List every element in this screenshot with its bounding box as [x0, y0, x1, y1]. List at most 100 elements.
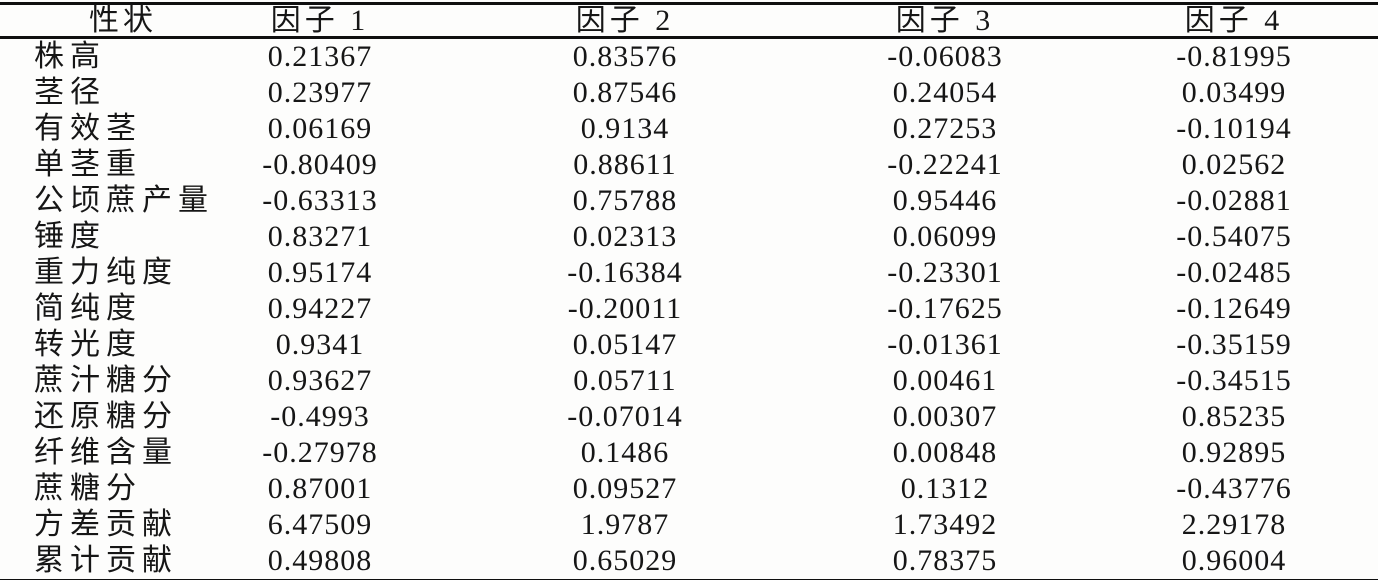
row-label: 蔗汁糖分	[34, 364, 178, 397]
value-cell-factor3: 1.73492	[892, 508, 998, 541]
value-cell-factor2: 0.09527	[572, 472, 678, 505]
row-label: 茎径	[34, 76, 106, 109]
table-row: 蔗汁糖分 0.93627 0.05711 0.00461 -0.34515	[0, 363, 1378, 399]
value-cell-factor4: -0.10194	[1176, 112, 1292, 145]
value-cell-factor4: -0.02881	[1176, 184, 1292, 217]
header-row: 性状 因子 1 因子 2 因子 3 因子 4	[0, 3, 1378, 39]
value-cell-factor2: 0.65029	[572, 544, 678, 577]
value-cell-factor2: 0.02313	[572, 220, 678, 253]
value-cell-factor1: 0.87001	[267, 472, 373, 505]
value-cell-factor1: 0.49808	[267, 544, 373, 577]
value-cell-factor4: -0.35159	[1176, 328, 1292, 361]
value-cell-factor2: 0.87546	[572, 76, 678, 109]
row-label: 公顷蔗产量	[34, 184, 214, 217]
row-label: 有效茎	[34, 112, 142, 145]
value-cell-factor1: 0.95174	[267, 256, 373, 289]
value-cell-factor1: -0.27978	[262, 436, 378, 469]
value-cell-factor1: 0.9341	[275, 328, 365, 361]
table-row: 茎径 0.23977 0.87546 0.24054 0.03499	[0, 75, 1378, 111]
row-label: 单茎重	[34, 148, 142, 181]
value-cell-factor1: 0.94227	[267, 292, 373, 325]
table-body: 株高 0.21367 0.83576 -0.06083 -0.81995 茎径 0.2397…	[0, 38, 1378, 580]
table-row: 方差贡献 6.47509 1.9787 1.73492 2.29178	[0, 507, 1378, 543]
value-cell-factor4: 0.85235	[1181, 400, 1287, 433]
value-cell-factor2: -0.07014	[567, 400, 683, 433]
value-cell-factor3: 0.95446	[892, 184, 998, 217]
table-row: 简纯度 0.94227 -0.20011 -0.17625 -0.12649	[0, 291, 1378, 327]
value-cell-factor2: 0.83576	[572, 40, 678, 73]
table-row: 株高 0.21367 0.83576 -0.06083 -0.81995	[0, 38, 1378, 76]
row-label: 蔗糖分	[34, 472, 142, 505]
value-cell-factor2: 1.9787	[580, 508, 670, 541]
table-row: 累计贡献 0.49808 0.65029 0.78375 0.96004	[0, 543, 1378, 580]
column-header-factor2: 因子 2	[450, 3, 800, 39]
column-header-factor3: 因子 3	[800, 3, 1090, 39]
value-cell-factor4: -0.12649	[1176, 292, 1292, 325]
value-cell-factor2: -0.20011	[567, 292, 683, 325]
value-cell-factor1: -0.4993	[270, 400, 370, 433]
table-row: 转光度 0.9341 0.05147 -0.01361 -0.35159	[0, 327, 1378, 363]
value-cell-factor3: 0.06099	[892, 220, 998, 253]
value-cell-factor2: 0.05711	[573, 364, 677, 397]
value-cell-factor2: 0.05147	[572, 328, 678, 361]
row-label: 简纯度	[34, 292, 142, 325]
row-label: 转光度	[34, 328, 142, 361]
value-cell-factor1: 0.21367	[267, 40, 373, 73]
value-cell-factor3: 0.00848	[892, 436, 998, 469]
value-cell-factor2: 0.75788	[572, 184, 678, 217]
value-cell-factor4: -0.54075	[1176, 220, 1292, 253]
value-cell-factor1: 6.47509	[267, 508, 373, 541]
value-cell-factor3: 0.27253	[892, 112, 998, 145]
row-label: 累计贡献	[34, 544, 178, 577]
table-row: 纤维含量 -0.27978 0.1486 0.00848 0.92895	[0, 435, 1378, 471]
value-cell-factor3: 0.24054	[892, 76, 998, 109]
value-cell-factor1: -0.63313	[262, 184, 378, 217]
value-cell-factor3: 0.1312	[900, 472, 990, 505]
value-cell-factor4: -0.43776	[1176, 472, 1292, 505]
value-cell-factor4: 0.02562	[1181, 148, 1287, 181]
value-cell-factor4: -0.81995	[1176, 40, 1292, 73]
row-label: 锤度	[34, 220, 106, 253]
column-header-factor1: 因子 1	[190, 3, 450, 39]
value-cell-factor4: 0.03499	[1181, 76, 1287, 109]
row-label: 株高	[34, 40, 106, 73]
value-cell-factor3: -0.22241	[887, 148, 1003, 181]
column-header-trait: 性状	[0, 3, 190, 39]
value-cell-factor1: 0.06169	[267, 112, 373, 145]
table-row: 还原糖分 -0.4993 -0.07014 0.00307 0.85235	[0, 399, 1378, 435]
table-header: 性状 因子 1 因子 2 因子 3 因子 4	[0, 3, 1378, 39]
table-row: 公顷蔗产量 -0.63313 0.75788 0.95446 -0.02881	[0, 183, 1378, 219]
table-row: 单茎重 -0.80409 0.88611 -0.22241 0.02562	[0, 147, 1378, 183]
table-row: 有效茎 0.06169 0.9134 0.27253 -0.10194	[0, 111, 1378, 147]
value-cell-factor2: 0.1486	[580, 436, 670, 469]
value-cell-factor3: 0.00461	[892, 364, 998, 397]
row-label: 还原糖分	[34, 400, 178, 433]
value-cell-factor1: 0.83271	[267, 220, 373, 253]
value-cell-factor4: 0.92895	[1181, 436, 1287, 469]
value-cell-factor3: 0.78375	[892, 544, 998, 577]
value-cell-factor3: 0.00307	[892, 400, 998, 433]
row-label: 重力纯度	[34, 256, 178, 289]
value-cell-factor4: 0.96004	[1181, 544, 1287, 577]
table-row: 蔗糖分 0.87001 0.09527 0.1312 -0.43776	[0, 471, 1378, 507]
value-cell-factor2: -0.16384	[567, 256, 683, 289]
table-row: 锤度 0.83271 0.02313 0.06099 -0.54075	[0, 219, 1378, 255]
column-header-factor4: 因子 4	[1090, 3, 1378, 39]
value-cell-factor3: -0.17625	[887, 292, 1003, 325]
value-cell-factor3: -0.01361	[887, 328, 1003, 361]
value-cell-factor4: -0.34515	[1176, 364, 1292, 397]
value-cell-factor4: -0.02485	[1176, 256, 1292, 289]
value-cell-factor2: 0.88611	[573, 148, 677, 181]
value-cell-factor2: 0.9134	[580, 112, 670, 145]
value-cell-factor4: 2.29178	[1181, 508, 1287, 541]
value-cell-factor1: 0.23977	[267, 76, 373, 109]
value-cell-factor1: 0.93627	[267, 364, 373, 397]
table-row: 重力纯度 0.95174 -0.16384 -0.23301 -0.02485	[0, 255, 1378, 291]
row-label: 方差贡献	[34, 508, 178, 541]
value-cell-factor1: -0.80409	[262, 148, 378, 181]
row-label: 纤维含量	[34, 436, 178, 469]
value-cell-factor3: -0.23301	[887, 256, 1003, 289]
value-cell-factor3: -0.06083	[887, 40, 1003, 73]
